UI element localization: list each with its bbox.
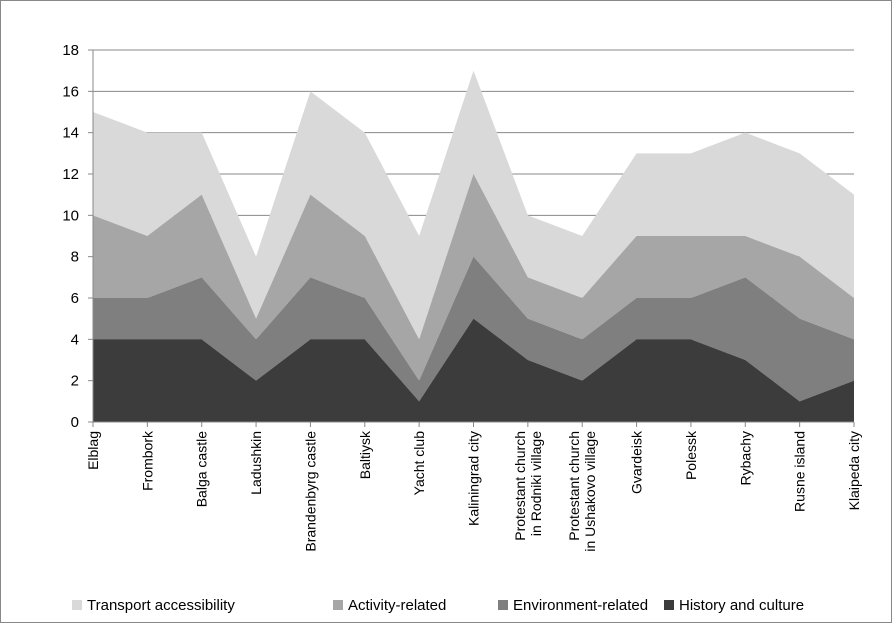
- x-tick-label: Protestant churchin Rodniki village: [512, 431, 544, 541]
- x-tick-label: Protestant churchin Ushakovo village: [566, 431, 598, 552]
- y-tick-label: 8: [71, 249, 79, 266]
- y-tick-label: 6: [71, 290, 79, 307]
- x-tick-label: Elblag: [85, 431, 101, 470]
- legend-swatch: [664, 600, 674, 610]
- y-tick-label: 12: [62, 166, 79, 183]
- area-transport-accessibility: [93, 70, 854, 340]
- y-tick-label: 4: [71, 331, 79, 348]
- x-tick-label: Rybachy: [737, 431, 753, 485]
- legend-swatch: [498, 600, 508, 610]
- y-tick-label: 14: [62, 125, 79, 142]
- legend-swatch: [72, 600, 82, 610]
- x-tick-label: Kaliningrad city: [466, 431, 482, 526]
- area-history-and-culture: [93, 318, 854, 422]
- legend-item: Environment-related: [498, 597, 648, 614]
- axes: [88, 49, 855, 427]
- y-tick-label: 18: [62, 42, 79, 59]
- x-tick-labels: Elblag Frombork Balga castle Ladushkin Brand…: [85, 430, 862, 552]
- x-tick-label: Yacht club: [411, 431, 427, 496]
- legend-label: Environment-related: [513, 597, 648, 614]
- x-tick-label: Polessk: [683, 430, 699, 480]
- x-tick-label: Gvardeisk: [629, 430, 645, 494]
- x-tick-label: Ladushkin: [248, 431, 264, 495]
- legend-label: History and culture: [679, 597, 804, 614]
- y-tick-label: 16: [62, 83, 79, 100]
- legend-item: History and culture: [664, 597, 804, 614]
- legend: Transport accessibility Activity-related E…: [72, 597, 804, 614]
- legend-label: Activity-related: [348, 597, 446, 614]
- y-tick-labels: 0 2 4 6 8 10 12 14 16 18: [62, 42, 79, 431]
- legend-item: Activity-related: [333, 597, 446, 614]
- legend-label: Transport accessibility: [87, 597, 235, 614]
- y-tick-label: 0: [71, 414, 79, 431]
- x-tick-label: Rusne island: [792, 431, 808, 512]
- y-tick-label: 10: [62, 207, 79, 224]
- x-tick-label: Klaipeda city: [846, 431, 862, 510]
- y-tick-label: 2: [71, 373, 79, 390]
- area-series: [93, 70, 854, 422]
- x-tick-label: Baltiysk: [357, 430, 373, 479]
- area-activity-related: [93, 174, 854, 381]
- x-tick-label: Balga castle: [194, 431, 210, 507]
- area-environment-related: [93, 256, 854, 402]
- legend-item: Transport accessibility: [72, 597, 235, 614]
- x-tick-label: Brandenbyrg castle: [302, 431, 318, 552]
- x-tick-label: Frombork: [139, 430, 155, 491]
- legend-swatch: [333, 600, 343, 610]
